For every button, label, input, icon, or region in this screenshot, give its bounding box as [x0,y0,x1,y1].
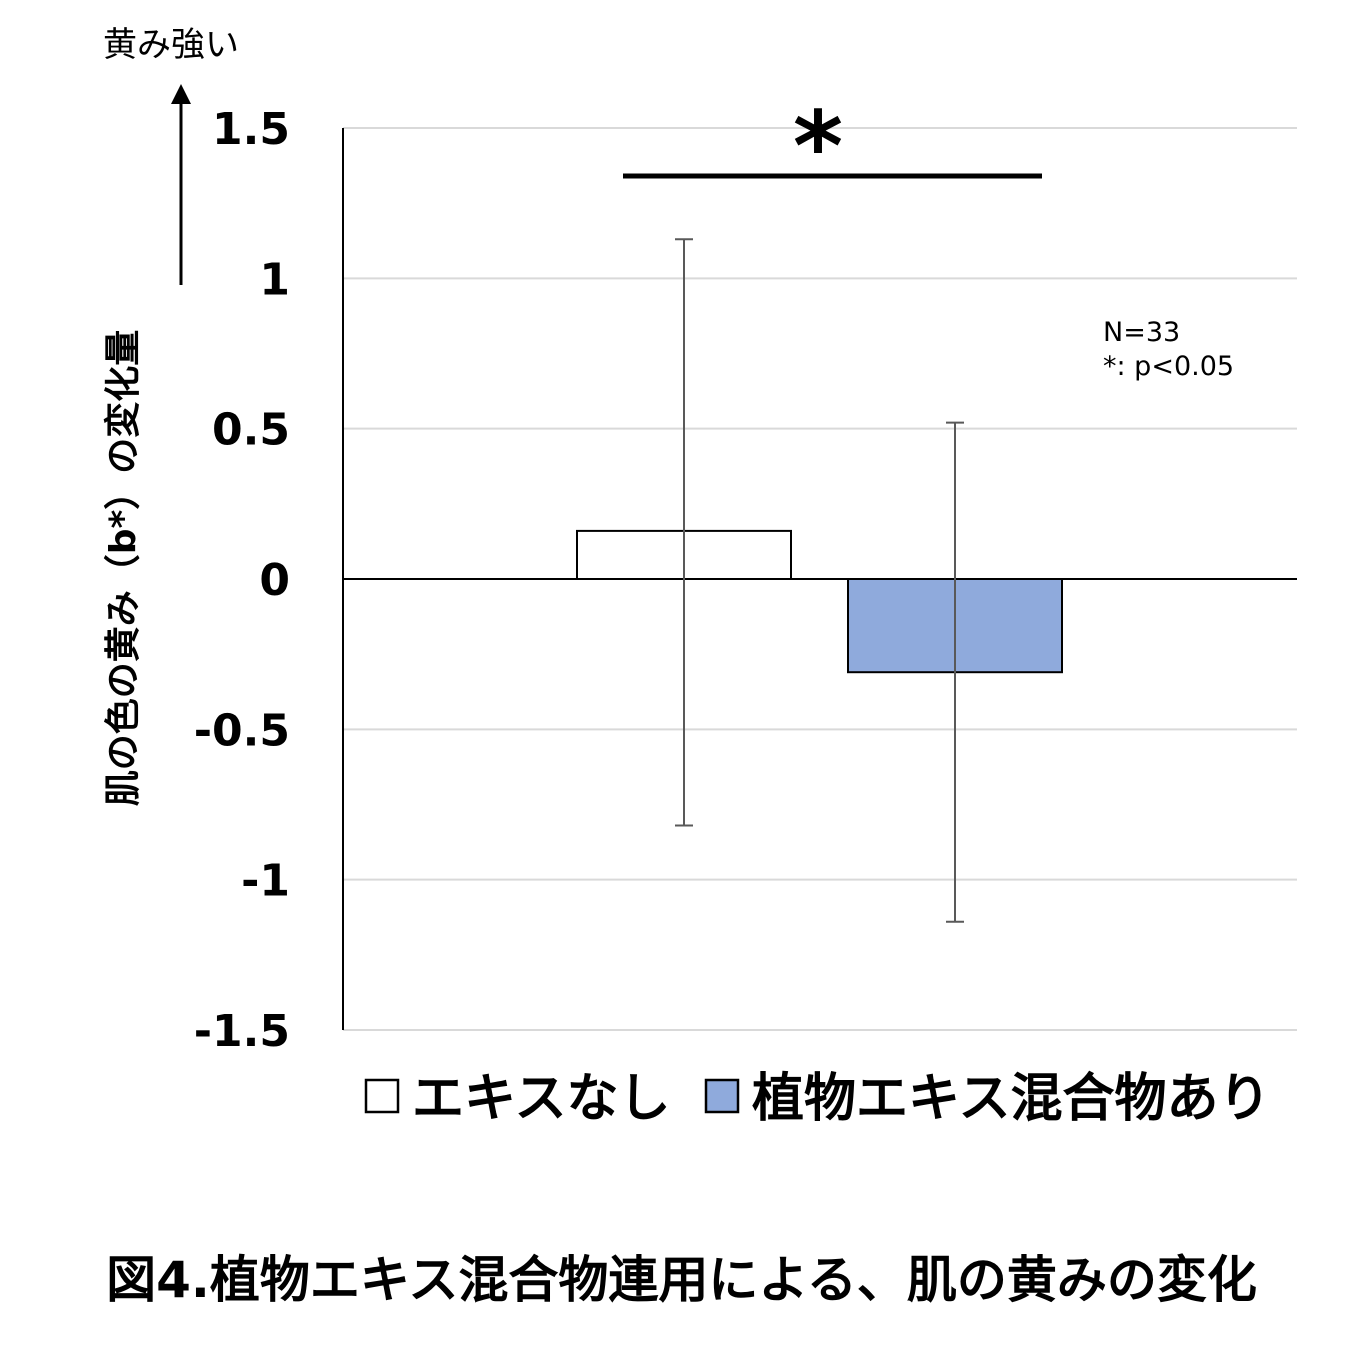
figure-caption: 図4.植物エキス混合物連用による、肌の黄みの変化 [106,1251,1257,1309]
chart: 1.5 1 0.5 0 -0.5 -1 -1.5 * N=33 *: p<0.05 黄み強い… [102,25,1297,1129]
y-tick-label: -1 [241,856,290,907]
y-tick-label: 0.5 [212,405,290,456]
error-bars [675,238,964,923]
y-axis-label: 肌の色の黄み（b*）の変化量 [102,330,144,807]
y-tick-label: 1.5 [212,104,290,155]
sample-size-note: N=33 [1103,317,1180,348]
y-tick-label: -0.5 [194,705,290,756]
legend-swatch-extract [704,1078,740,1114]
legend-label-none: エキスなし [412,1069,670,1129]
y-tick-labels: 1.5 1 0.5 0 -0.5 -1 -1.5 [194,104,290,1057]
up-arrowhead-icon [171,84,191,104]
y-tick-label: 0 [259,555,290,606]
significance-mark: * [793,91,843,203]
legend-label-extract: 植物エキス混合物あり [752,1069,1270,1129]
y-tick-label: -1.5 [194,1006,290,1057]
y-tick-label: 1 [259,254,290,305]
legend-swatch-none [364,1078,400,1114]
gridlines [343,127,1297,1031]
top-arrow-label: 黄み強い [103,25,239,65]
bars [576,529,1063,674]
axes [342,128,1297,1030]
p-value-note: *: p<0.05 [1103,351,1234,382]
